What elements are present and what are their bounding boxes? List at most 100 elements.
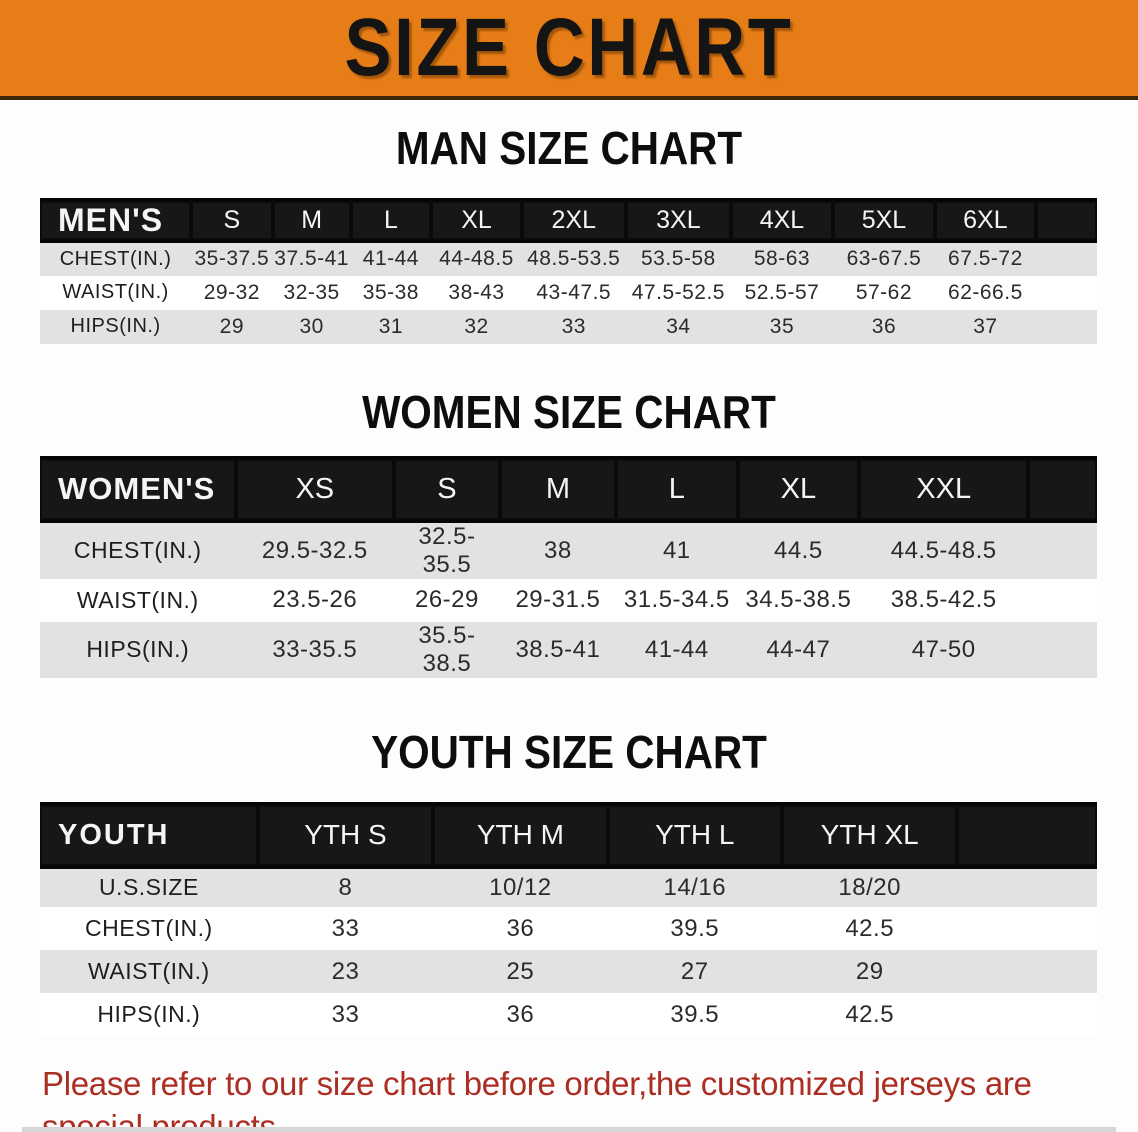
size-value: 29 xyxy=(781,950,958,993)
size-value: 37 xyxy=(935,309,1036,344)
size-value: 36 xyxy=(433,993,608,1036)
table-row: HIPS(IN.) 33-35.5 35.5-38.5 38.5-41 41-4… xyxy=(40,621,1097,678)
size-value: 31 xyxy=(350,309,432,344)
row-label: WAIST(IN.) xyxy=(40,275,192,310)
filler-cell xyxy=(1035,241,1097,276)
size-value: 63-67.5 xyxy=(832,241,936,276)
size-value: 29 xyxy=(191,309,273,344)
youth-col-header: YTH S xyxy=(257,801,434,869)
size-value: 34 xyxy=(625,309,732,344)
size-value: 38.5-41 xyxy=(499,621,617,678)
women-col-header: M xyxy=(499,455,617,523)
men-col-header: 3XL xyxy=(625,198,732,243)
disclaimer-line-1: Please refer to our size chart before or… xyxy=(42,1065,1032,1132)
women-col-header: XXL xyxy=(859,455,1029,523)
size-value: 39.5 xyxy=(607,907,782,950)
women-col-header: S xyxy=(394,455,500,523)
women-section-heading: WOMEN SIZE CHART xyxy=(362,385,776,438)
size-value: 41-44 xyxy=(616,621,738,678)
women-col-header: XL xyxy=(737,455,860,523)
size-value: 44-47 xyxy=(737,621,860,678)
size-value: 48.5-53.5 xyxy=(521,241,626,276)
men-col-header: XL xyxy=(431,198,522,243)
men-col-header: S xyxy=(191,198,273,243)
table-row: HIPS(IN.) 29 30 31 32 33 34 35 36 37 xyxy=(40,309,1097,344)
size-value: 26-29 xyxy=(394,578,500,622)
size-value: 43-47.5 xyxy=(521,275,626,310)
filler-cell xyxy=(957,907,1097,950)
women-size-table: WOMEN'S XS S M L XL XXL CHEST(IN.) 29.5-… xyxy=(40,455,1097,678)
size-value: 23 xyxy=(257,950,434,993)
row-label: U.S.SIZE xyxy=(40,867,258,907)
size-value: 38.5-42.5 xyxy=(859,578,1029,622)
size-value: 67.5-72 xyxy=(935,241,1036,276)
size-value: 8 xyxy=(257,867,434,907)
men-col-header: 6XL xyxy=(935,198,1036,243)
size-value: 29-32 xyxy=(191,275,273,310)
row-label: CHEST(IN.) xyxy=(40,521,236,579)
table-row: U.S.SIZE 8 10/12 14/16 18/20 xyxy=(40,867,1097,907)
size-value: 32 xyxy=(431,309,522,344)
men-section-heading: MAN SIZE CHART xyxy=(395,122,743,174)
size-value: 31.5-34.5 xyxy=(616,578,738,622)
women-col-header: XS xyxy=(235,455,395,523)
youth-section-heading: YOUTH SIZE CHART xyxy=(371,725,767,778)
filler-cell xyxy=(1028,521,1097,579)
size-value: 34.5-38.5 xyxy=(737,578,860,622)
order-disclaimer-note: Please refer to our size chart before or… xyxy=(42,1062,1100,1132)
size-value: 29.5-32.5 xyxy=(235,521,395,579)
size-value: 62-66.5 xyxy=(935,275,1036,310)
banner: SIZE CHART xyxy=(0,0,1138,100)
size-value: 30 xyxy=(272,309,351,344)
size-value: 37.5-41 xyxy=(272,241,351,276)
men-corner-label: MEN'S xyxy=(40,198,192,243)
size-value: 39.5 xyxy=(607,993,782,1036)
row-label: CHEST(IN.) xyxy=(40,907,258,950)
size-value: 35 xyxy=(731,309,833,344)
size-value: 33 xyxy=(257,907,434,950)
table-row: HIPS(IN.) 33 36 39.5 42.5 xyxy=(40,993,1097,1036)
size-value: 44.5 xyxy=(737,521,860,579)
size-value: 32-35 xyxy=(272,275,351,310)
table-row: CHEST(IN.) 29.5-32.5 32.5-35.5 38 41 44.… xyxy=(40,521,1097,579)
size-value: 58-63 xyxy=(731,241,833,276)
men-col-header: 2XL xyxy=(521,198,626,243)
filler-cell xyxy=(1035,309,1097,344)
size-value: 36 xyxy=(832,309,936,344)
men-col-header: M xyxy=(272,198,351,243)
row-label: CHEST(IN.) xyxy=(40,241,192,276)
table-row: CHEST(IN.) 35-37.5 37.5-41 41-44 44-48.5… xyxy=(40,241,1097,276)
row-label: HIPS(IN.) xyxy=(40,621,236,678)
size-value: 52.5-57 xyxy=(731,275,833,310)
filler-cell xyxy=(957,801,1097,869)
table-row: WAIST(IN.) 23.5-26 26-29 29-31.5 31.5-34… xyxy=(40,578,1097,622)
cropped-bottom-strip xyxy=(22,1127,1116,1132)
size-value: 33-35.5 xyxy=(235,621,395,678)
filler-cell xyxy=(957,950,1097,993)
filler-cell xyxy=(957,867,1097,907)
size-value: 18/20 xyxy=(781,867,958,907)
size-value: 41-44 xyxy=(350,241,432,276)
women-col-header: L xyxy=(616,455,738,523)
filler-cell xyxy=(1028,578,1097,622)
size-value: 47-50 xyxy=(859,621,1029,678)
size-value: 29-31.5 xyxy=(499,578,617,622)
men-col-header: 4XL xyxy=(731,198,833,243)
size-value: 25 xyxy=(433,950,608,993)
size-value: 53.5-58 xyxy=(625,241,732,276)
filler-cell xyxy=(1035,275,1097,310)
size-value: 42.5 xyxy=(781,993,958,1036)
size-value: 57-62 xyxy=(832,275,936,310)
men-col-header: L xyxy=(350,198,432,243)
filler-cell xyxy=(1035,198,1097,243)
size-value: 44.5-48.5 xyxy=(859,521,1029,579)
men-col-header: 5XL xyxy=(832,198,936,243)
men-header-row: MEN'S S M L XL 2XL 3XL 4XL 5XL 6XL xyxy=(40,198,1097,243)
youth-header-row: YOUTH YTH S YTH M YTH L YTH XL xyxy=(40,801,1097,869)
size-value: 42.5 xyxy=(781,907,958,950)
filler-cell xyxy=(1028,455,1097,523)
size-value: 14/16 xyxy=(607,867,782,907)
women-header-row: WOMEN'S XS S M L XL XXL xyxy=(40,455,1097,523)
size-value: 27 xyxy=(607,950,782,993)
